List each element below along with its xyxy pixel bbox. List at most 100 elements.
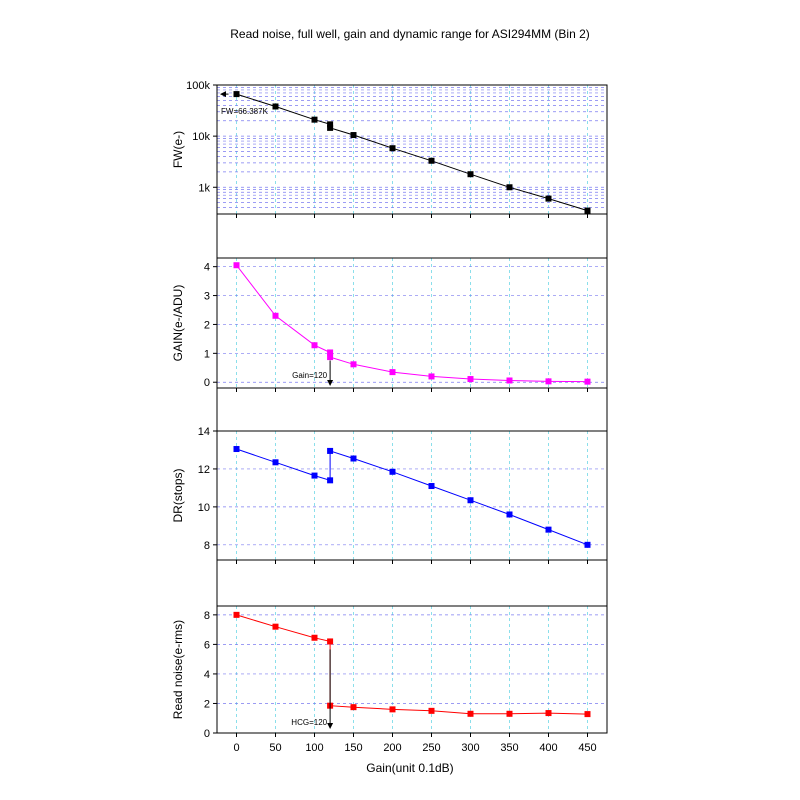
data-point [272, 312, 279, 319]
data-point [327, 447, 334, 454]
data-point [545, 710, 552, 717]
data-point [584, 541, 591, 548]
data-point [327, 349, 334, 356]
data-point [311, 634, 318, 641]
chart-panel-2: 0 1 2 3 4 GAIN(e-/ADU) Gain=120 [171, 257, 608, 392]
data-point [350, 704, 357, 711]
data-point [233, 446, 240, 453]
x-tick-label: 400 [539, 742, 557, 754]
arrow-head [327, 723, 334, 729]
data-point [350, 361, 357, 368]
annotation-label: Gain=120 [292, 371, 327, 380]
y-tick-label: 12 [198, 464, 210, 476]
y-tick-label: 100k [186, 80, 210, 92]
x-tick-label: 300 [461, 742, 479, 754]
y-tick-label: 8 [204, 610, 210, 622]
x-tick-label: 50 [269, 742, 281, 754]
data-point [545, 526, 552, 533]
data-point [506, 511, 513, 518]
data-point [350, 455, 357, 462]
y-tick-label: 1 [204, 348, 210, 360]
data-point [327, 121, 334, 128]
x-tick-label: 350 [500, 742, 518, 754]
chart-panel-4: 0 2 4 6 8 Read noise(e-rms) 0 50 100 150 200 250 300… [171, 605, 608, 754]
chart-panel-1: 1k 10k 100k FW(e-) FW=66.387K [171, 80, 608, 218]
plot-frame [216, 257, 608, 389]
annotation-label: HCG=120 [291, 718, 327, 727]
y-tick-label: 4 [204, 669, 210, 681]
y-tick-label: 10k [192, 131, 210, 143]
data-point [545, 378, 552, 385]
arrow-head [220, 91, 226, 98]
chart-panel-3: 8 10 12 14 DR(stops) [171, 426, 608, 564]
y-tick-label: 1k [198, 182, 210, 194]
data-point [584, 711, 591, 718]
data-point [327, 638, 334, 645]
data-point [350, 132, 357, 139]
arrow-head [327, 380, 334, 386]
data-point [389, 706, 396, 713]
data-point [428, 157, 435, 164]
series-line [236, 93, 588, 212]
series-line [236, 448, 588, 546]
x-tick-label: 100 [305, 742, 323, 754]
y-tick-label: 0 [204, 728, 210, 740]
y-axis-label: FW(e-) [171, 131, 185, 168]
data-point [272, 623, 279, 630]
data-point [467, 171, 474, 178]
x-tick-label: 450 [578, 742, 596, 754]
data-point [272, 459, 279, 466]
data-point [311, 116, 318, 123]
y-axis-label: Read noise(e-rms) [171, 620, 185, 719]
chart-title: Read noise, full well, gain and dynamic … [230, 27, 590, 41]
data-point [272, 103, 279, 110]
y-tick-label: 10 [198, 502, 210, 514]
data-point [327, 477, 334, 484]
series-line [236, 264, 588, 383]
annotation-label: FW=66.387K [221, 107, 269, 116]
data-point [428, 373, 435, 380]
data-point [327, 124, 334, 131]
plot-frame [216, 430, 608, 561]
data-point [584, 207, 591, 214]
data-point [428, 483, 435, 490]
y-axis-label: DR(stops) [171, 468, 185, 522]
data-point [584, 378, 591, 385]
data-point [233, 91, 240, 98]
x-tick-label: 200 [383, 742, 401, 754]
y-axis-label: GAIN(e-/ADU) [171, 285, 185, 362]
data-point [506, 377, 513, 384]
data-point [233, 262, 240, 269]
plot-frame [216, 605, 608, 734]
data-point [506, 710, 513, 717]
data-point [389, 145, 396, 152]
plot-frame [216, 84, 608, 215]
data-point [311, 472, 318, 479]
data-point [506, 184, 513, 191]
data-point [327, 354, 334, 361]
data-point [467, 497, 474, 504]
data-point [545, 195, 552, 202]
data-point [467, 376, 474, 383]
y-tick-label: 3 [204, 291, 210, 303]
y-tick-label: 8 [204, 540, 210, 552]
data-point [389, 468, 396, 475]
data-point [467, 710, 474, 717]
data-point [428, 707, 435, 714]
y-tick-label: 2 [204, 319, 210, 331]
data-point [233, 611, 240, 618]
x-tick-label: 0 [233, 742, 239, 754]
y-tick-label: 4 [204, 262, 210, 274]
x-tick-label: 150 [344, 742, 362, 754]
x-axis-label: Gain(unit 0.1dB) [366, 761, 453, 775]
x-tick-label: 250 [422, 742, 440, 754]
data-point [389, 369, 396, 376]
y-tick-label: 0 [204, 377, 210, 389]
series-line [236, 614, 588, 715]
panels: 1k10k100kFW(e-)FW=66.387K01234GAIN(e-/AD… [171, 80, 608, 754]
y-tick-label: 14 [198, 426, 210, 438]
data-point [311, 342, 318, 349]
y-tick-label: 6 [204, 639, 210, 651]
y-tick-label: 2 [204, 698, 210, 710]
